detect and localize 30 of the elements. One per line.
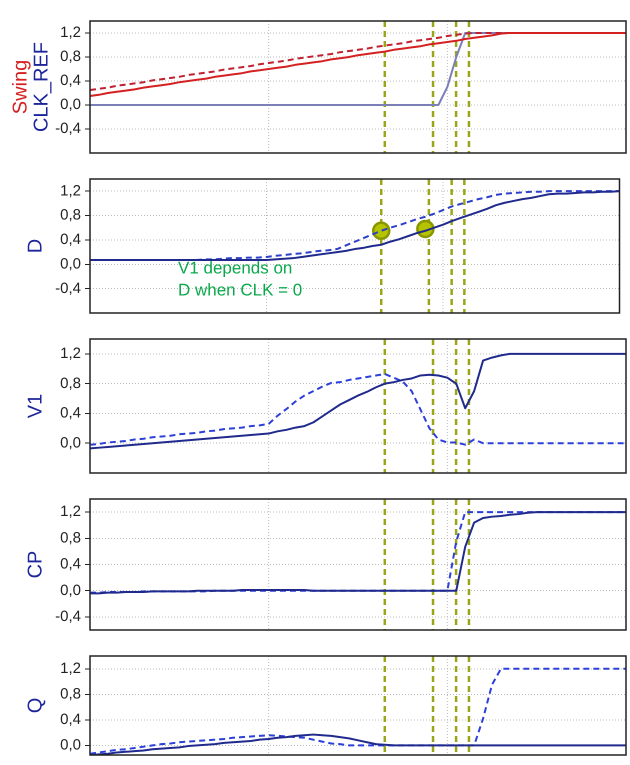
y-tick-label: 0,4: [60, 231, 81, 248]
y-axis-title: CP: [24, 550, 47, 578]
y-tick-label: 0,0: [60, 255, 81, 272]
y-tick-label: 1,2: [60, 503, 81, 520]
y-tick-label: 0,8: [60, 48, 81, 66]
y-tick-label: 0,8: [60, 206, 81, 224]
y-axis-title: V1: [24, 394, 47, 418]
y-tick-label: 0,0: [60, 736, 81, 754]
annotation: V1 depends on D when CLK = 0: [178, 258, 302, 300]
y-tick-label: -0,4: [55, 280, 81, 297]
y-axis-title: CLK_REF: [30, 42, 53, 132]
y-axis-title: Q: [24, 698, 47, 714]
y-axis-title: D: [24, 238, 47, 254]
y-tick-label: -0,4: [55, 120, 81, 138]
y-tick-label: 0,0: [60, 582, 81, 599]
y-tick-label: 0,8: [60, 374, 81, 392]
y-tick-label: 0,4: [60, 711, 81, 728]
y-tick-label: 1,2: [60, 182, 81, 200]
y-tick-label: 1,2: [60, 345, 81, 362]
y-tick-label: -0,4: [55, 608, 81, 626]
y2-axis-title: Swing: [10, 60, 32, 114]
y-tick-label: 1,2: [60, 660, 81, 677]
y-tick-label: 0,4: [60, 556, 81, 573]
y-tick-label: 0,0: [60, 96, 81, 114]
y-tick-label: 1,2: [60, 24, 81, 42]
y-tick-label: 0,8: [60, 685, 81, 702]
y-tick-label: 0,4: [60, 72, 81, 90]
y-tick-label: 0,8: [60, 529, 81, 546]
y-tick-label: 0,0: [60, 434, 81, 452]
y-tick-label: 0,4: [60, 404, 81, 422]
